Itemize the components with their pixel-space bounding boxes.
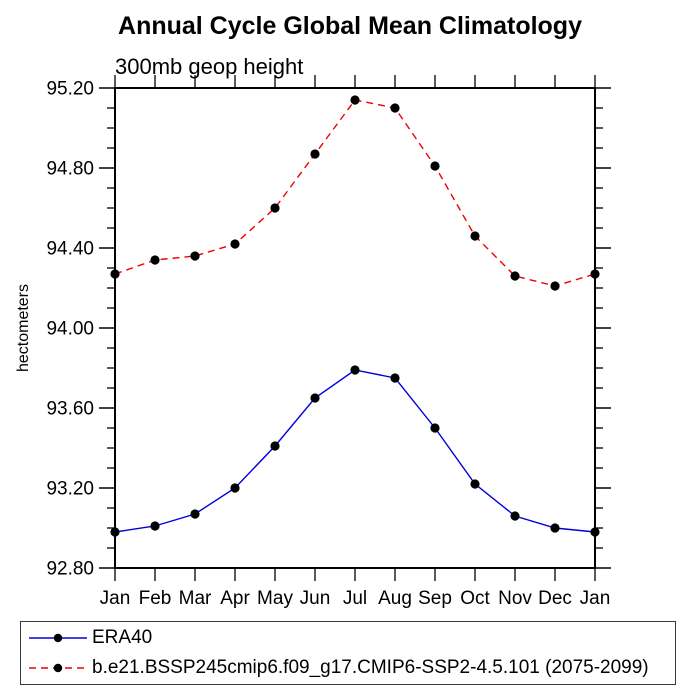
x-tick-label: Nov (498, 588, 532, 609)
series-line-0 (114, 369, 596, 533)
y-tick-label: 94.00 (46, 319, 94, 340)
x-tick-label: Jan (580, 588, 611, 609)
data-point (550, 281, 560, 291)
legend-sample-dashed-line-icon (29, 663, 87, 672)
data-point (550, 523, 560, 533)
data-point (270, 203, 280, 213)
x-tick-label: Jan (100, 588, 131, 609)
y-tick-label: 93.20 (46, 479, 94, 500)
legend-label: b.e21.BSSP245cmip6.f09_g17.CMIP6-SSP2-4.… (92, 656, 649, 678)
data-point (390, 373, 400, 383)
data-point (150, 255, 160, 265)
y-tick-label: 94.40 (46, 239, 94, 260)
x-tick-label: Jun (300, 588, 331, 609)
data-point (110, 269, 120, 279)
x-tick-label: Aug (378, 588, 412, 609)
data-point (510, 511, 520, 521)
legend-sample-solid-line-icon (29, 634, 87, 643)
plot-frame (114, 87, 596, 569)
x-tick-label: Mar (179, 588, 212, 609)
x-tick-label: Feb (139, 588, 172, 609)
y-tick-label: 95.20 (46, 79, 94, 100)
data-point (590, 269, 600, 279)
chart-title: Annual Cycle Global Mean Climatology (118, 12, 582, 40)
data-point (150, 521, 160, 531)
legend-label: ERA40 (92, 627, 153, 649)
data-point (470, 231, 480, 241)
data-point (590, 527, 600, 537)
x-tick-label: Apr (220, 588, 250, 609)
data-point (350, 95, 360, 105)
x-tick-label: Sep (418, 588, 452, 609)
data-point (510, 271, 520, 281)
data-point (350, 365, 360, 375)
data-point (390, 103, 400, 113)
x-tick-label: Jul (343, 588, 367, 609)
data-point (310, 149, 320, 159)
y-tick-label: 93.60 (46, 399, 94, 420)
data-point (230, 483, 240, 493)
data-point (430, 161, 440, 171)
y-tick-label: 94.80 (46, 159, 94, 180)
y-tick-label: 92.80 (46, 559, 94, 580)
data-point (270, 441, 280, 451)
data-point (310, 393, 320, 403)
data-point (230, 239, 240, 249)
legend-row-era40: ERA40 (21, 625, 675, 651)
data-point (470, 479, 480, 489)
series-line-1 (114, 99, 596, 287)
x-tick-label: Dec (538, 588, 572, 609)
legend-marker-dot-icon (53, 663, 63, 672)
data-point (190, 509, 200, 519)
data-point (430, 423, 440, 433)
chart-canvas: 92.80 93.20 93.60 94.00 94.40 94.80 95.20 Jan Fe… (46, 75, 611, 609)
legend-marker-dot-icon (53, 634, 63, 643)
chart-subtitle: 300mb geop height (115, 54, 304, 79)
data-point (110, 527, 120, 537)
x-tick-label: May (257, 588, 293, 609)
data-point (190, 251, 200, 261)
legend-box: ERA40 b.e21.BSSP245cmip6.f09_g17.CMIP6-S… (20, 621, 676, 685)
x-tick-label: Oct (460, 588, 490, 609)
legend-row-model: b.e21.BSSP245cmip6.f09_g17.CMIP6-SSP2-4.… (21, 655, 675, 681)
